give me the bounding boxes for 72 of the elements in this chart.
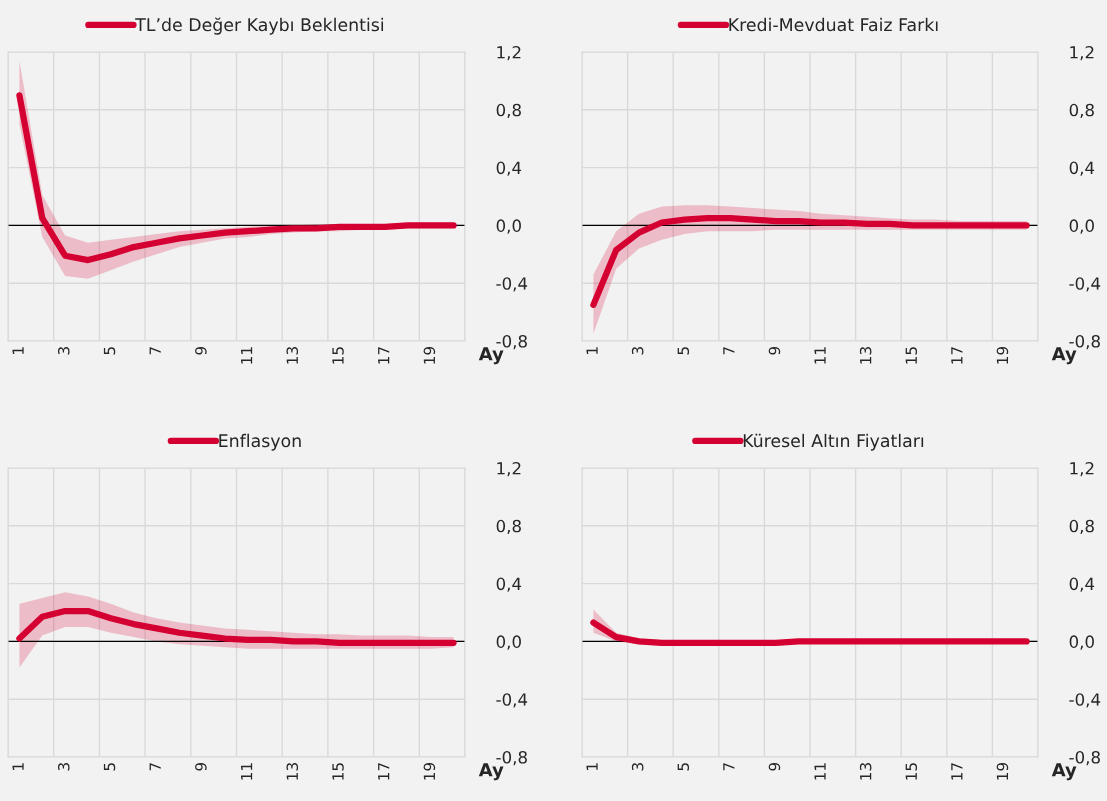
x-tick-label: 5 [677,763,690,771]
y-tick-label: 0,8 [1069,103,1094,119]
x-tick-label: 19 [996,762,1009,780]
x-tick-label: 17 [951,347,963,364]
x-axis-title: Ay [478,347,504,365]
y-tick-label: 0,0 [496,635,521,650]
x-tick-label: 13 [859,763,872,780]
y-tick-label: -0,4 [496,277,528,292]
x-tick-label: 1 [12,763,24,770]
x-tick-label: 13 [286,763,299,780]
x-axis-title: Ay [1051,347,1077,365]
y-tick-label: 0,4 [1069,161,1095,176]
x-tick-label: 9 [768,346,781,355]
y-tick-label: 1,2 [1070,461,1094,477]
y-tick-label: 1,2 [1070,45,1094,61]
legend-label: Enflasyon [219,433,301,451]
x-tick-label: 9 [195,346,207,355]
x-tick-label: 5 [677,347,690,355]
x-tick-label: 11 [241,347,253,364]
x-tick-label: 3 [631,763,644,771]
x-tick-label: 3 [58,347,70,355]
y-tick-label: 0,4 [496,161,522,176]
x-tick-label: 13 [859,347,872,364]
x-tick-label: 11 [241,763,253,780]
x-tick-label: 5 [103,347,116,355]
x-tick-label: 9 [195,762,207,771]
y-tick-label: 0,0 [1069,219,1094,234]
x-tick-label: 3 [631,347,644,355]
x-tick-label: 15 [332,347,344,364]
x-tick-label: 7 [149,763,161,771]
x-tick-label: 5 [103,763,116,771]
x-axis-title: Ay [1051,763,1077,781]
y-tick-label: 1,2 [497,461,521,477]
x-tick-label: 1 [586,763,598,770]
x-tick-label: 3 [58,763,70,771]
x-tick-label: 17 [951,763,963,780]
x-tick-label: 7 [149,347,161,355]
x-tick-label: 9 [768,762,781,771]
x-tick-label: 19 [423,346,436,364]
x-tick-label: 19 [996,346,1009,364]
x-tick-label: 17 [378,347,390,364]
legend-label: TL’de Değer Kaybı Beklentisi [135,17,384,35]
x-tick-label: 15 [905,347,918,364]
y-tick-label: 0,8 [496,103,521,119]
y-tick-label: 0,8 [1069,519,1094,535]
x-tick-label: 7 [723,347,735,355]
x-tick-label: 19 [423,762,436,780]
y-tick-label: 0,0 [1069,635,1094,650]
x-tick-label: 11 [814,347,826,364]
y-tick-label: -0,4 [496,693,528,708]
legend-label: Kredi-Mevduat Faiz Farkı [729,17,938,32]
y-tick-label: -0,8 [1069,750,1100,766]
y-tick-label: 0,4 [1069,577,1095,592]
y-tick-label: 1,2 [497,45,521,61]
legend-label: Küresel Altın Fiyatları [743,433,924,451]
x-axis-title: Ay [478,763,504,781]
x-tick-label: 1 [12,347,24,354]
y-tick-label: 0,8 [496,519,521,535]
x-tick-label: 15 [905,763,918,780]
y-tick-label: -0,4 [1069,693,1101,708]
x-tick-label: 15 [332,763,344,780]
y-tick-label: -0,8 [496,334,527,350]
x-tick-label: 17 [378,763,390,780]
y-tick-label: 0,0 [496,219,521,234]
x-tick-label: 7 [723,763,735,771]
x-tick-label: 1 [586,347,598,354]
x-tick-label: 13 [286,347,299,364]
y-tick-label: -0,8 [496,750,527,766]
y-tick-label: -0,8 [1069,334,1100,350]
y-tick-label: -0,4 [1069,277,1101,292]
y-tick-label: 0,4 [496,577,522,592]
x-tick-label: 11 [814,763,826,780]
